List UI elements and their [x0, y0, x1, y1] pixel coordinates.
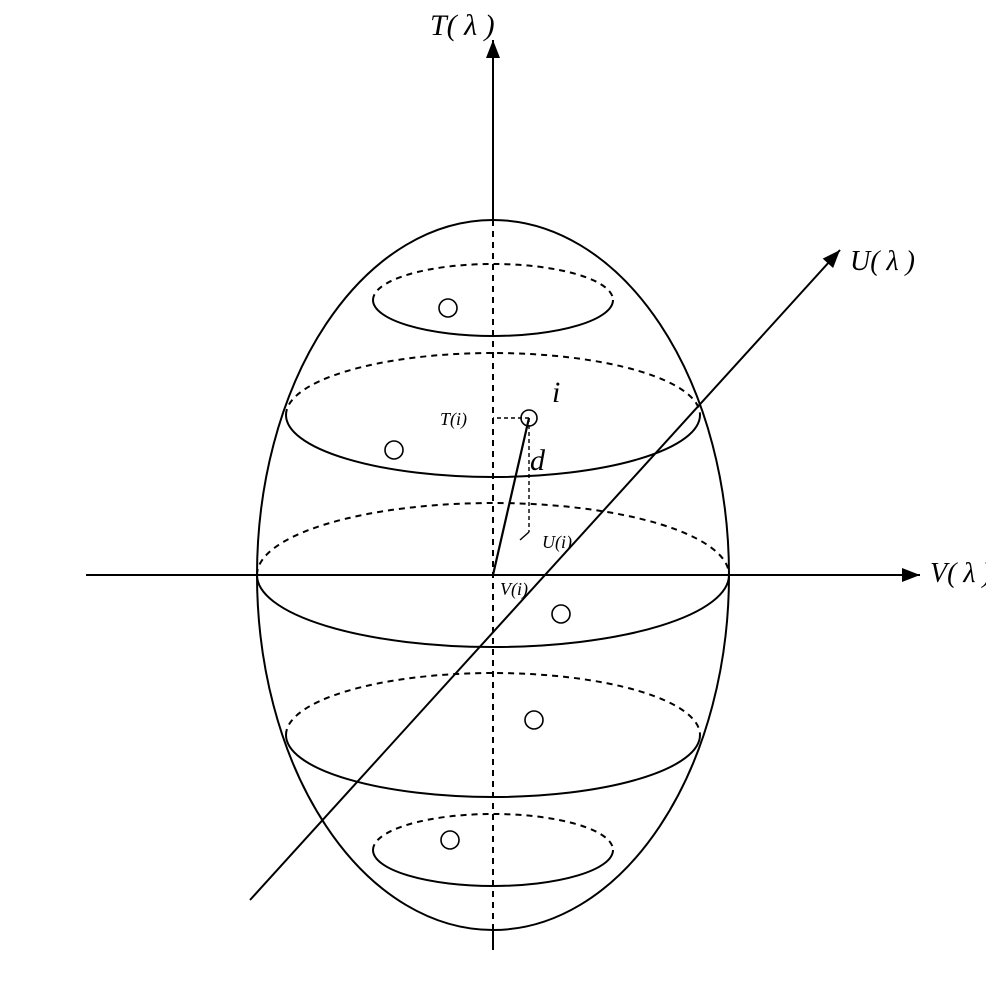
label-i: i: [552, 376, 560, 409]
label-d: d: [530, 444, 546, 477]
label-V-i: V(i): [500, 579, 528, 600]
vector-d: [493, 418, 529, 575]
sample-point-5: [441, 831, 459, 849]
label-U-i: U(i): [542, 532, 572, 553]
diagram-canvas: T( λ ) V( λ ) U( λ ) i d T(i) U(i) V(i): [0, 0, 986, 1000]
label-T-i: T(i): [440, 409, 467, 430]
sample-point-4: [525, 711, 543, 729]
ellipsoid-diagram: T( λ ) V( λ ) U( λ ) i d T(i) U(i) V(i): [0, 0, 986, 1000]
sample-point-1: [385, 441, 403, 459]
sample-point-3: [552, 605, 570, 623]
axis-T-arrow: [486, 40, 500, 58]
axis-V-arrow: [902, 568, 920, 582]
ring-front-3: [286, 735, 700, 797]
mark-U: [520, 532, 529, 540]
label-axis-U: U( λ ): [850, 246, 915, 277]
label-axis-T: T( λ ): [430, 9, 495, 42]
label-axis-V: V( λ ): [930, 558, 986, 589]
ring-back-1: [286, 353, 700, 415]
sample-point-0: [439, 299, 457, 317]
